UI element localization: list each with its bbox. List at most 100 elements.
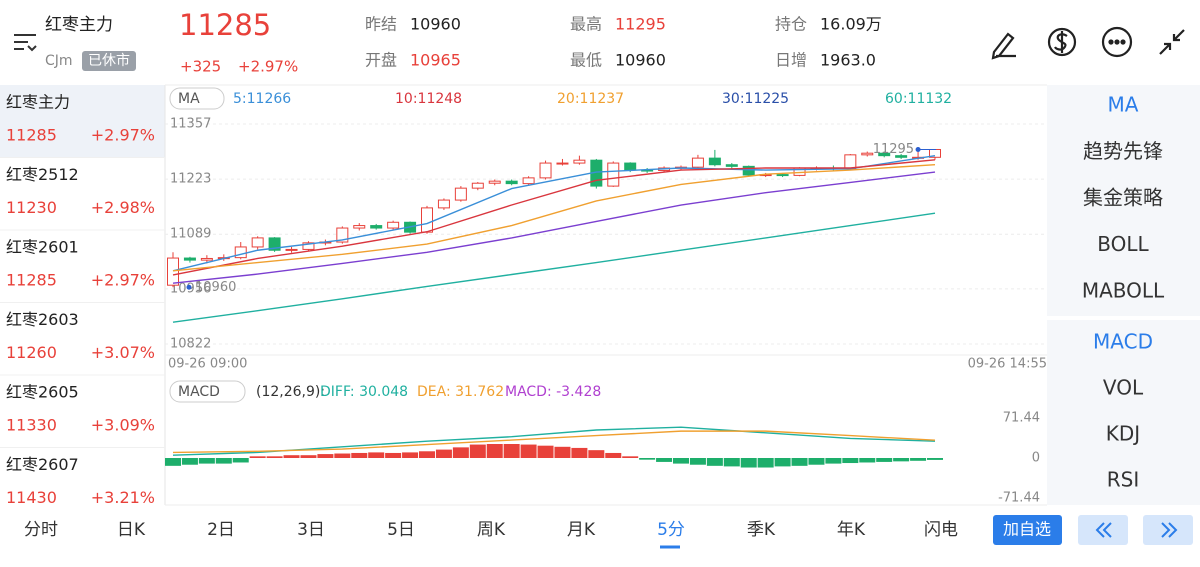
- change: +325: [180, 58, 221, 76]
- period-tab[interactable]: 周K: [477, 520, 506, 540]
- watch-change: +2.98%: [91, 198, 155, 217]
- candle-body: [556, 162, 569, 165]
- period-tab[interactable]: 季K: [747, 520, 776, 540]
- ma-legend: 60:11132: [885, 91, 952, 107]
- macd-bar: [351, 452, 368, 458]
- indicator-tab[interactable]: BOLL: [1097, 232, 1149, 256]
- period-tab[interactable]: 5日: [387, 520, 415, 540]
- watch-change: +3.21%: [91, 488, 155, 507]
- candle-body: [234, 246, 247, 259]
- macd-button[interactable]: [169, 380, 246, 403]
- candle-body: [505, 180, 518, 185]
- period-tab[interactable]: 3日: [297, 520, 325, 540]
- candle-body: [844, 154, 857, 170]
- time-label: 09-26 09:00: [168, 357, 247, 372]
- indicator-tab[interactable]: 趋势先锋: [1083, 139, 1163, 163]
- stat-value: 10965: [410, 51, 461, 70]
- candle-body: [488, 180, 501, 184]
- watch-name: 红枣2601: [6, 238, 79, 257]
- macd-bar: [859, 458, 876, 463]
- macd-bar: [622, 456, 639, 458]
- macd-bar: [283, 455, 300, 458]
- indicator-tab[interactable]: MABOLL: [1082, 279, 1165, 303]
- macd-bar: [588, 450, 605, 458]
- add-button[interactable]: [993, 515, 1062, 545]
- macd-bar: [469, 444, 486, 458]
- stat-value: 16.09万: [820, 15, 882, 34]
- time-label: 09-26 14:55: [968, 357, 1047, 372]
- macd-bar: [639, 458, 656, 460]
- candle-body: [437, 199, 450, 209]
- macd-tick-label: 71.44: [1003, 411, 1040, 426]
- period-tab[interactable]: 闪电: [924, 520, 958, 540]
- macd-button-label: MACD: [178, 384, 220, 400]
- last-price: 11285: [179, 8, 271, 42]
- watch-change: +3.07%: [91, 343, 155, 362]
- period-tab[interactable]: 月K: [567, 520, 596, 540]
- candle-body: [539, 162, 552, 179]
- candle-body: [167, 257, 179, 286]
- watch-name: 红枣主力: [6, 93, 70, 112]
- menu-icon[interactable]: [14, 34, 37, 52]
- macd-bar: [435, 449, 452, 458]
- candle-body: [336, 227, 349, 243]
- header-icons[interactable]: [991, 26, 1185, 60]
- candle-body: [624, 162, 637, 171]
- period-tab[interactable]: 日K: [117, 520, 146, 540]
- candle-body: [691, 157, 704, 168]
- candle-body: [421, 207, 433, 233]
- candle-body: [370, 225, 383, 229]
- watch-name: 红枣2512: [6, 165, 79, 184]
- macd-tick-label: 0: [1032, 451, 1040, 466]
- macd-bar: [554, 446, 571, 458]
- macd-params: (12,26,9):: [256, 384, 325, 400]
- low-label: 10960: [195, 280, 236, 295]
- indicator-tab[interactable]: MA: [1108, 93, 1139, 117]
- macd-bar: [385, 452, 402, 458]
- macd-tick-label: -71.44: [998, 491, 1040, 506]
- ma-button[interactable]: [169, 87, 225, 110]
- candle-body: [183, 257, 196, 261]
- candle-body: [708, 157, 721, 166]
- candle-body: [471, 182, 484, 189]
- indicator-tab[interactable]: 集金策略: [1083, 186, 1163, 210]
- high-label: 11295: [873, 142, 914, 157]
- macd-bar: [215, 458, 232, 464]
- period-tab[interactable]: 2日: [207, 520, 235, 540]
- indicator-tab[interactable]: RSI: [1107, 468, 1140, 492]
- macd-bar: [842, 458, 859, 464]
- arrow-icons: [1095, 522, 1178, 538]
- change-pct: +2.97%: [238, 58, 298, 76]
- macd-bar: [419, 451, 435, 458]
- candle-body: [776, 174, 789, 177]
- macd-bar: [300, 455, 317, 458]
- macd-bar: [486, 444, 503, 458]
- macd-bar: [537, 445, 554, 458]
- macd-bar: [402, 452, 419, 458]
- watch-name: 红枣2607: [6, 455, 79, 474]
- watch-price: 11430: [6, 488, 57, 507]
- ma-line: [172, 212, 936, 323]
- macd-bar: [757, 458, 774, 468]
- period-tab[interactable]: 年K: [837, 520, 866, 540]
- indicator-tab[interactable]: KDJ: [1106, 422, 1140, 446]
- macd-bar: [927, 458, 943, 460]
- candle-body: [573, 159, 586, 164]
- macd-bar: [706, 458, 723, 466]
- stat-value: 10960: [410, 15, 461, 34]
- macd-bar: [656, 458, 673, 462]
- period-tab[interactable]: 5分: [657, 520, 685, 540]
- period-tab[interactable]: 分时: [24, 520, 58, 540]
- indicator-tab[interactable]: VOL: [1103, 376, 1144, 400]
- watch-name: 红枣2605: [6, 383, 79, 402]
- low-marker: [186, 284, 192, 290]
- candle-body: [353, 225, 366, 229]
- candle-body: [200, 257, 213, 261]
- macd-bar: [689, 458, 706, 465]
- macd-bar: [723, 458, 740, 467]
- macd-bar: [910, 458, 927, 461]
- y-tick-label: 11089: [170, 227, 211, 242]
- stat-label: 持仓: [775, 15, 807, 34]
- candle-body: [522, 177, 535, 185]
- indicator-tab[interactable]: MACD: [1093, 330, 1153, 354]
